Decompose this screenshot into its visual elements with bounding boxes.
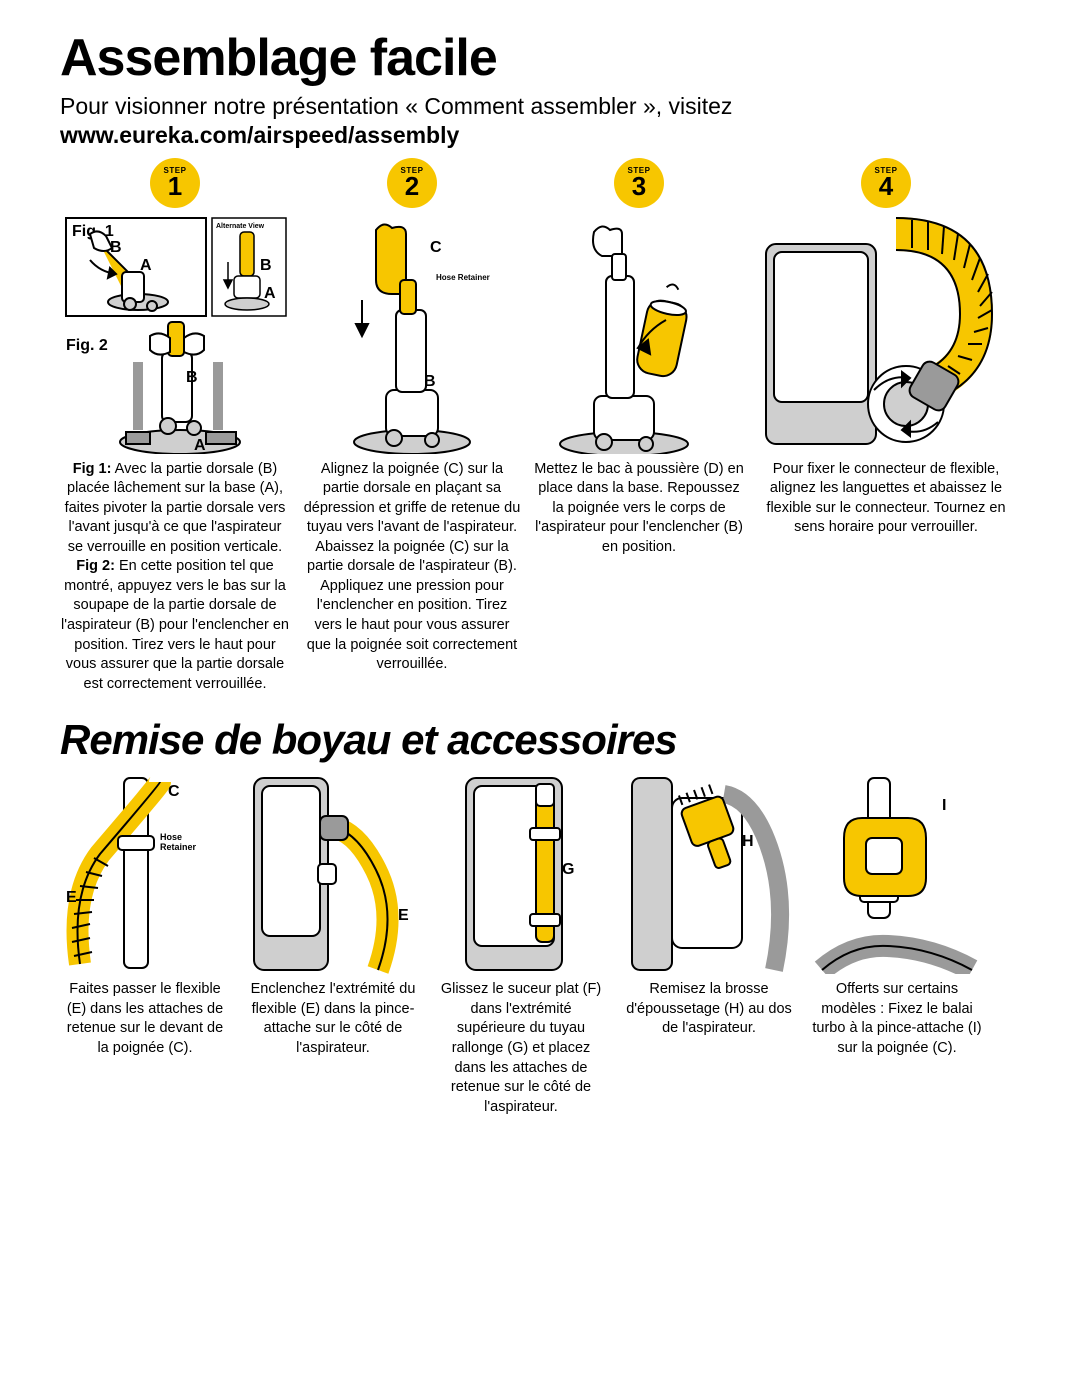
step-4: STEP 4: [756, 158, 1016, 538]
label-c: C: [168, 783, 180, 800]
label-h: H: [742, 833, 754, 850]
fig1-prefix: Fig 1:: [73, 461, 112, 477]
fig2-prefix: Fig 2:: [76, 558, 115, 574]
hose-label-2: Retainer: [160, 842, 197, 852]
label-a3: A: [194, 437, 206, 454]
accessory-1-illustration: C E Hose Retainer: [60, 774, 230, 974]
step-number: 3: [632, 173, 646, 199]
accessory-2: E Enclenchez l'extrémité du flexible (E)…: [248, 774, 418, 1058]
label-b: B: [424, 373, 436, 390]
label-a2: A: [264, 285, 276, 302]
label-e: E: [398, 907, 409, 924]
accessory-2-caption: Enclenchez l'extrémité du flexible (E) d…: [248, 980, 418, 1058]
accessory-4: H Remisez la brosse d'époussetage (H) au…: [624, 774, 794, 1039]
step-2-caption: Alignez la poignée (C) sur la partie dor…: [302, 460, 522, 675]
step-4-illustration: [756, 214, 1016, 454]
accessory-3: G Glissez le suceur plat (F) dans l'extr…: [436, 774, 606, 1117]
step-badge: STEP 4: [861, 158, 911, 208]
label-c: C: [430, 239, 442, 256]
step-badge: STEP 1: [150, 158, 200, 208]
label-b: B: [110, 239, 122, 256]
accessories-row: C E Hose Retainer Faites passer le flexi…: [60, 774, 1020, 1117]
hose-retainer-label: Hose Retainer: [436, 273, 490, 282]
accessory-3-illustration: G: [436, 774, 606, 974]
assembly-steps-row: STEP 1 Fig. 1: [60, 158, 1020, 695]
accessory-1-caption: Faites passer le flexible (E) dans les a…: [60, 980, 230, 1058]
label-b2: B: [260, 257, 272, 274]
step-3-caption: Mettez le bac à pous­sière (D) en place …: [534, 460, 744, 558]
step-1-caption: Fig 1: Avec la partie dorsale (B) placée…: [60, 460, 290, 695]
step-2-illustration: C Hose Retainer B: [302, 214, 522, 454]
step-2: STEP 2 C: [302, 158, 522, 675]
accessory-1: C E Hose Retainer Faites passer le flexi…: [60, 774, 230, 1058]
accessory-5-caption: Offerts sur certains modèles : Fixez le …: [812, 980, 982, 1058]
step-1: STEP 1 Fig. 1: [60, 158, 290, 695]
accessory-4-caption: Remisez la brosse d'époussetage (H) au d…: [624, 980, 794, 1039]
label-a: A: [140, 257, 152, 274]
step-number: 1: [168, 173, 182, 199]
accessory-5: I Offerts sur certains modèles : Fixez l…: [812, 774, 982, 1058]
subtitle: Remise de boyau et accessoires: [60, 716, 1020, 764]
step-badge: STEP 3: [614, 158, 664, 208]
step-3-illustration: [534, 214, 744, 454]
label-e: E: [66, 889, 77, 906]
intro-line: Pour visionner notre présentation « Comm…: [60, 93, 732, 119]
step-number: 4: [879, 173, 893, 199]
label-b3: B: [186, 369, 198, 386]
fig2-text: En cette position tel que montré, appuye…: [61, 558, 289, 691]
accessory-4-illustration: H: [624, 774, 794, 974]
alt-view-label: Alternate View: [216, 223, 265, 230]
label-i: I: [942, 797, 946, 814]
accessory-2-illustration: E: [248, 774, 418, 974]
step-badge: STEP 2: [387, 158, 437, 208]
hose-label-1: Hose: [160, 832, 182, 842]
step-number: 2: [405, 173, 419, 199]
page-title: Assemblage facile: [60, 28, 1020, 88]
accessory-3-caption: Glissez le suceur plat (F) dans l'extrém…: [436, 980, 606, 1117]
step-3: STEP 3: [534, 158, 744, 558]
intro-text: Pour visionner notre présentation « Comm…: [60, 92, 1020, 150]
intro-url: www.eureka.com/airspeed/assembly: [60, 122, 459, 148]
label-g: G: [562, 861, 574, 878]
fig2-label: Fig. 2: [66, 337, 108, 354]
step-1-illustration: Fig. 1 B A Alternate: [60, 214, 290, 454]
accessory-5-illustration: I: [812, 774, 982, 974]
step-4-caption: Pour fixer le connecteur de flexible, al…: [756, 460, 1016, 538]
